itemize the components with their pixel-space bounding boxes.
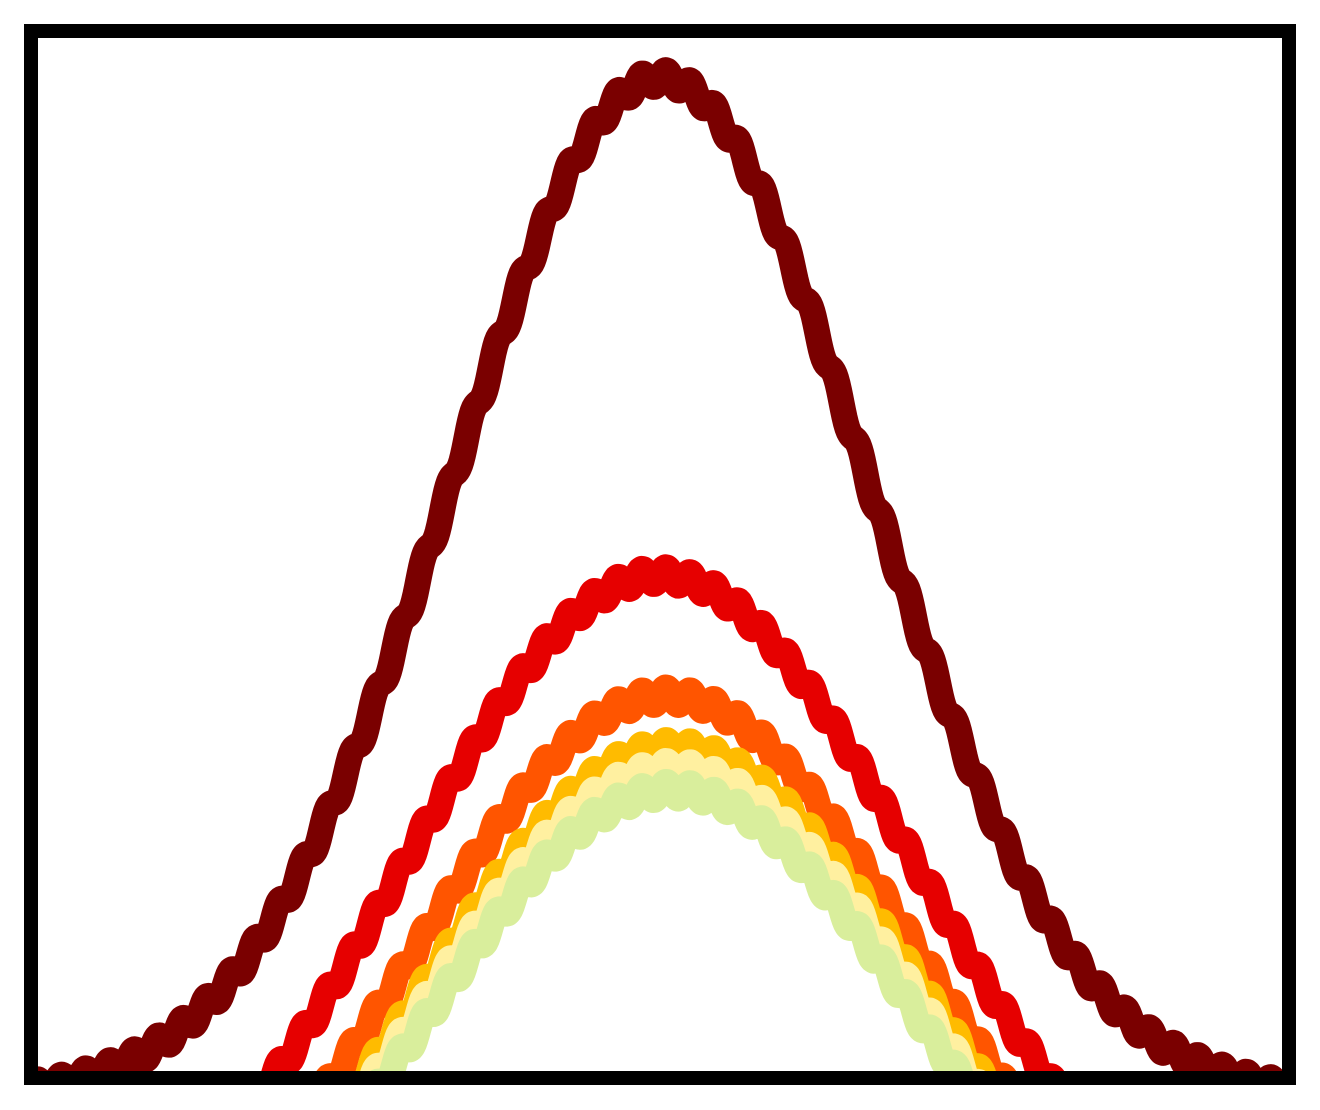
series-line-3 xyxy=(313,674,1020,1078)
series-line-4 xyxy=(342,727,999,1078)
series-line-6 xyxy=(363,768,975,1078)
series-layer xyxy=(31,57,1289,1078)
series-line-2 xyxy=(259,554,1068,1078)
series-line-1 xyxy=(31,57,1289,1078)
series-line-5 xyxy=(358,748,993,1078)
plot-frame xyxy=(24,24,1296,1085)
